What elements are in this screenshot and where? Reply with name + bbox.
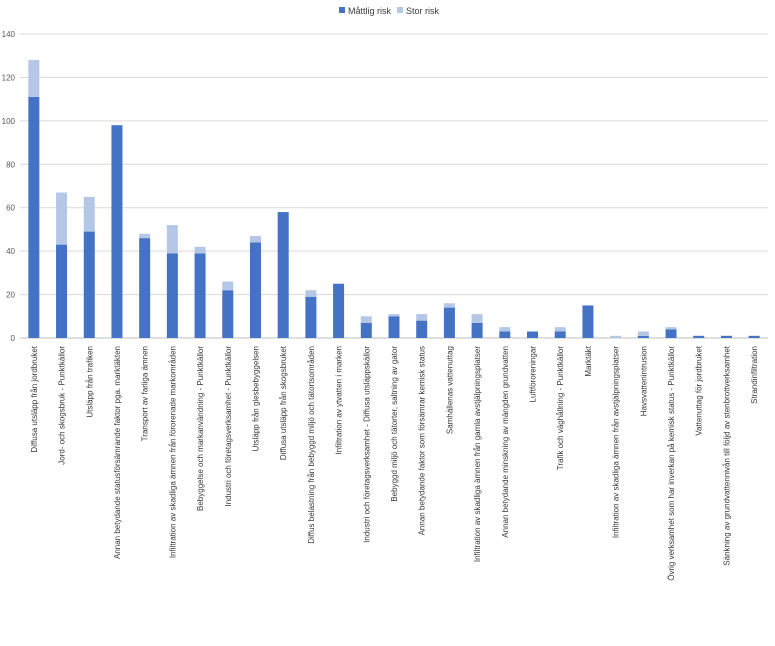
x-tick-label: Trafik och väghållning - Punktkällor bbox=[556, 346, 565, 471]
bars bbox=[28, 60, 760, 338]
bar-segment-high-risk bbox=[249, 235, 261, 243]
gridlines bbox=[20, 33, 768, 339]
bar-segment-moderate-risk bbox=[665, 329, 677, 338]
y-tick-label: 40 bbox=[6, 247, 15, 256]
x-tick-label: Bebyggelse och markanvändning - Punktkäl… bbox=[196, 346, 205, 511]
bar-segment-high-risk bbox=[83, 196, 95, 232]
bar-segment-moderate-risk bbox=[83, 231, 95, 338]
bar-segment-high-risk bbox=[416, 314, 428, 321]
legend: Måttlig risk Stor risk bbox=[339, 6, 440, 16]
x-tick-label: Samhällenas vattenuttag bbox=[445, 346, 454, 434]
bar-segment-moderate-risk bbox=[111, 125, 123, 338]
y-tick-label: 80 bbox=[6, 160, 15, 169]
x-tick-label: Utsläpp från glesbebyggelsen bbox=[251, 346, 260, 451]
bar-segment-high-risk bbox=[28, 60, 40, 97]
x-tick-label: Sänkning av grundvattennivån till följd … bbox=[722, 345, 731, 565]
bar-segment-high-risk bbox=[554, 327, 566, 332]
y-tick-label: 0 bbox=[11, 334, 16, 343]
bar-segment-moderate-risk bbox=[693, 335, 705, 338]
bar-segment-moderate-risk bbox=[637, 335, 649, 338]
x-tick-label: Diffusa utsläpp från jordbruket bbox=[30, 345, 39, 452]
bar-segment-moderate-risk bbox=[333, 283, 345, 338]
bar-segment-high-risk bbox=[665, 327, 677, 330]
x-axis-labels: Diffusa utsläpp från jordbruket Jord- och… bbox=[30, 345, 759, 581]
bar-segment-moderate-risk bbox=[166, 253, 178, 338]
bar-segment-moderate-risk bbox=[56, 244, 68, 338]
bar-segment-moderate-risk bbox=[748, 335, 760, 338]
x-tick-label: Annan betydande faktor som försämrar kem… bbox=[418, 346, 427, 535]
bar-segment-high-risk bbox=[222, 281, 234, 291]
x-tick-label: Infiltration av ytvatten i marken bbox=[335, 346, 344, 455]
x-tick-label: Luftföroreningar bbox=[529, 346, 538, 403]
y-tick-label: 140 bbox=[2, 30, 16, 39]
legend-label-high-risk: Stor risk bbox=[406, 6, 440, 16]
x-tick-label: Annan betydande statusförsämrande faktor… bbox=[113, 346, 122, 559]
x-tick-label: Diffus belastning från bebyggd miljö och… bbox=[307, 346, 316, 544]
bar-segment-high-risk bbox=[139, 233, 151, 239]
x-tick-label: Havsvattenintrusion bbox=[639, 346, 648, 416]
bar-segment-high-risk bbox=[194, 246, 206, 254]
x-tick-label: Infiltration av skadliga ämnen från föro… bbox=[168, 346, 177, 558]
bar-segment-high-risk bbox=[637, 331, 649, 336]
bar-segment-moderate-risk bbox=[194, 253, 206, 338]
x-tick-label: Infiltration av skadliga ämnen från avst… bbox=[612, 346, 621, 538]
bar-segment-high-risk bbox=[610, 335, 622, 338]
y-tick-label: 100 bbox=[2, 117, 16, 126]
bar-segment-high-risk bbox=[471, 314, 483, 323]
bar-segment-moderate-risk bbox=[416, 320, 428, 338]
x-tick-label: Övrig verksamhet som har inverkan på kem… bbox=[667, 346, 676, 581]
bar-segment-moderate-risk bbox=[388, 316, 400, 338]
bar-segment-moderate-risk bbox=[443, 307, 455, 338]
bar-segment-high-risk bbox=[388, 314, 400, 317]
bar-segment-moderate-risk bbox=[305, 296, 317, 338]
bar-segment-moderate-risk bbox=[277, 212, 289, 338]
x-tick-label: Diffusa utsläpp från skogsbruket bbox=[279, 345, 288, 460]
bar-segment-moderate-risk bbox=[554, 331, 566, 338]
legend-swatch-high-risk bbox=[397, 7, 403, 13]
bar-segment-moderate-risk bbox=[360, 322, 372, 338]
bar-segment-high-risk bbox=[499, 327, 511, 332]
x-tick-label: Vattenuttag för jordbruket bbox=[695, 345, 704, 435]
bar-segment-high-risk bbox=[305, 290, 317, 297]
x-tick-label: Transport av farliga ämnen bbox=[141, 346, 150, 441]
y-tick-label: 20 bbox=[6, 291, 15, 300]
bar-segment-moderate-risk bbox=[139, 238, 151, 338]
bar-segment-moderate-risk bbox=[249, 242, 261, 338]
x-tick-label: Annan betydande minskning av mängden gru… bbox=[501, 346, 510, 538]
bar-segment-moderate-risk bbox=[527, 331, 539, 338]
bar-segment-high-risk bbox=[443, 303, 455, 308]
bar-segment-high-risk bbox=[56, 192, 68, 245]
x-tick-label: Utsläpp från trafiken bbox=[85, 346, 94, 418]
legend-swatch-moderate-risk bbox=[339, 7, 345, 13]
bar-segment-moderate-risk bbox=[471, 322, 483, 338]
y-axis-ticks: 0 20 40 60 80 100 120 140 bbox=[2, 30, 16, 343]
x-tick-label: Strandinfiltration bbox=[750, 346, 759, 404]
x-tick-label: Industri och företagsverksamhet - Diffus… bbox=[362, 346, 371, 543]
x-tick-label: Marktäkt bbox=[584, 345, 593, 376]
bar-segment-moderate-risk bbox=[222, 290, 234, 338]
x-tick-label: Industri och företagsverksamhet - Punktk… bbox=[224, 346, 233, 507]
bar-segment-moderate-risk bbox=[582, 305, 594, 338]
x-tick-label: Infiltration av skadliga ämnen från gaml… bbox=[473, 346, 482, 562]
bar-segment-high-risk bbox=[360, 316, 372, 323]
bar-segment-moderate-risk bbox=[499, 331, 511, 338]
y-tick-label: 120 bbox=[2, 73, 16, 82]
y-tick-label: 60 bbox=[6, 204, 15, 213]
bar-segment-moderate-risk bbox=[28, 96, 40, 338]
legend-label-moderate-risk: Måttlig risk bbox=[348, 6, 392, 16]
x-tick-label: Bebyggd miljö och tätorter, saltning av … bbox=[390, 346, 399, 502]
bar-segment-high-risk bbox=[166, 225, 178, 254]
bar-segment-moderate-risk bbox=[720, 335, 732, 338]
x-tick-label: Jord- och skogsbruk - Punktkällor bbox=[58, 346, 67, 465]
